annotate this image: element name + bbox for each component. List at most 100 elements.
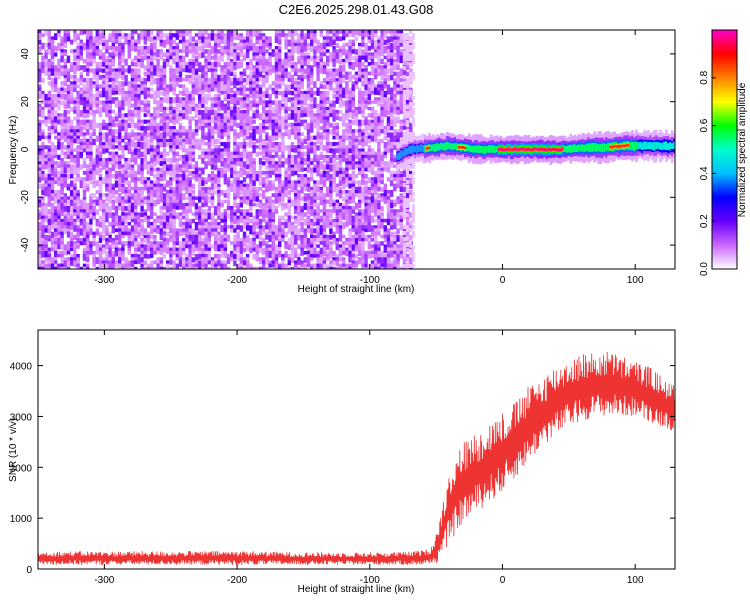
noise-cell xyxy=(182,202,186,207)
noise-cell xyxy=(287,228,291,234)
noise-cell xyxy=(220,234,224,243)
noise-cell xyxy=(335,193,339,197)
noise-cell xyxy=(223,46,227,52)
noise-cell xyxy=(258,49,263,55)
noise-cell xyxy=(73,254,77,259)
noise-cell xyxy=(322,174,327,178)
noise-cell xyxy=(210,183,215,190)
noise-cell xyxy=(137,52,141,57)
noise-cell xyxy=(63,177,67,182)
noise-cell xyxy=(178,126,183,131)
noise-cell xyxy=(252,158,256,163)
noise-cell xyxy=(124,74,128,82)
noise-cell xyxy=(194,238,199,245)
noise-cell xyxy=(303,42,307,47)
noise-cell xyxy=(326,218,330,223)
noise-cell xyxy=(319,170,323,177)
noise-cell xyxy=(294,87,298,93)
noise-cell xyxy=(130,87,135,92)
noise-cell xyxy=(290,158,295,164)
noise-cell xyxy=(191,132,195,140)
noise-cell xyxy=(98,110,103,117)
noise-cell xyxy=(82,78,87,83)
noise-cell xyxy=(146,94,151,98)
noise-cell xyxy=(233,94,237,98)
noise-cell xyxy=(223,39,227,45)
noise-cell xyxy=(162,202,167,209)
noise-cell xyxy=(63,68,67,75)
noise-cell xyxy=(207,87,211,93)
noise-cell xyxy=(332,260,336,266)
noise-cell xyxy=(130,174,135,179)
noise-cell xyxy=(127,244,131,249)
noise-cell xyxy=(79,199,83,206)
noise-cell xyxy=(274,177,279,181)
noise-cell xyxy=(252,68,256,73)
noise-cell xyxy=(220,113,224,120)
noise-cell xyxy=(114,103,119,108)
noise-cell xyxy=(226,225,231,229)
noise-cell xyxy=(226,71,231,77)
noise-cell xyxy=(153,49,157,56)
noise-cell xyxy=(316,263,320,269)
noise-cell xyxy=(57,209,61,213)
noise-cell xyxy=(329,190,333,194)
noise-cell xyxy=(156,58,160,65)
noise-cell xyxy=(86,266,90,269)
noise-cell xyxy=(114,33,119,40)
noise-cell xyxy=(281,196,285,203)
noise-cell xyxy=(223,180,227,185)
noise-cell xyxy=(210,46,215,52)
noise-cell xyxy=(143,142,147,149)
noise-cell xyxy=(175,78,179,82)
noise-cell xyxy=(137,196,141,201)
noise-cell xyxy=(188,46,192,51)
noise-cell xyxy=(332,122,336,127)
noise-cell xyxy=(287,190,291,196)
noise-cell xyxy=(319,52,323,57)
noise-cell xyxy=(287,206,291,211)
noise-cell xyxy=(348,228,352,235)
noise-cell xyxy=(140,100,144,106)
noise-cell xyxy=(335,218,339,223)
noise-cell xyxy=(114,122,119,127)
noise-cell xyxy=(287,222,291,228)
noise-cell xyxy=(114,74,119,80)
noise-cell xyxy=(76,129,80,133)
noise-cell xyxy=(207,42,211,48)
noise-cell xyxy=(342,154,346,162)
noise-cell xyxy=(47,106,51,113)
noise-cell xyxy=(281,154,285,159)
noise-cell xyxy=(348,62,352,68)
noise-cell xyxy=(223,241,227,246)
noise-cell xyxy=(82,161,87,169)
noise-cell xyxy=(54,167,58,174)
noise-cell xyxy=(92,46,96,52)
noise-cell xyxy=(348,154,352,162)
noise-cell xyxy=(63,87,67,93)
noise-cell xyxy=(137,132,141,136)
noise-cell xyxy=(169,145,173,151)
noise-cell xyxy=(265,174,269,180)
noise-cell xyxy=(236,209,240,214)
noise-cell xyxy=(86,151,90,157)
noise-cell xyxy=(332,177,336,183)
noise-cell xyxy=(207,39,211,45)
noise-cell xyxy=(233,97,237,104)
noise-cell xyxy=(188,119,192,125)
noise-cell xyxy=(223,74,227,81)
noise-cell xyxy=(201,36,205,44)
noise-cell xyxy=(98,62,103,67)
noise-cell xyxy=(38,30,42,36)
noise-cell xyxy=(246,225,250,231)
noise-cell xyxy=(118,177,122,185)
noise-cell xyxy=(169,234,173,240)
noise-cell xyxy=(60,202,64,210)
noise-cell xyxy=(322,78,327,83)
noise-cell xyxy=(60,250,64,256)
noise-cell xyxy=(82,263,87,269)
noise-cell xyxy=(239,202,243,208)
noise-cell xyxy=(188,209,192,214)
noise-cell xyxy=(50,206,55,211)
noise-cell xyxy=(313,234,317,240)
